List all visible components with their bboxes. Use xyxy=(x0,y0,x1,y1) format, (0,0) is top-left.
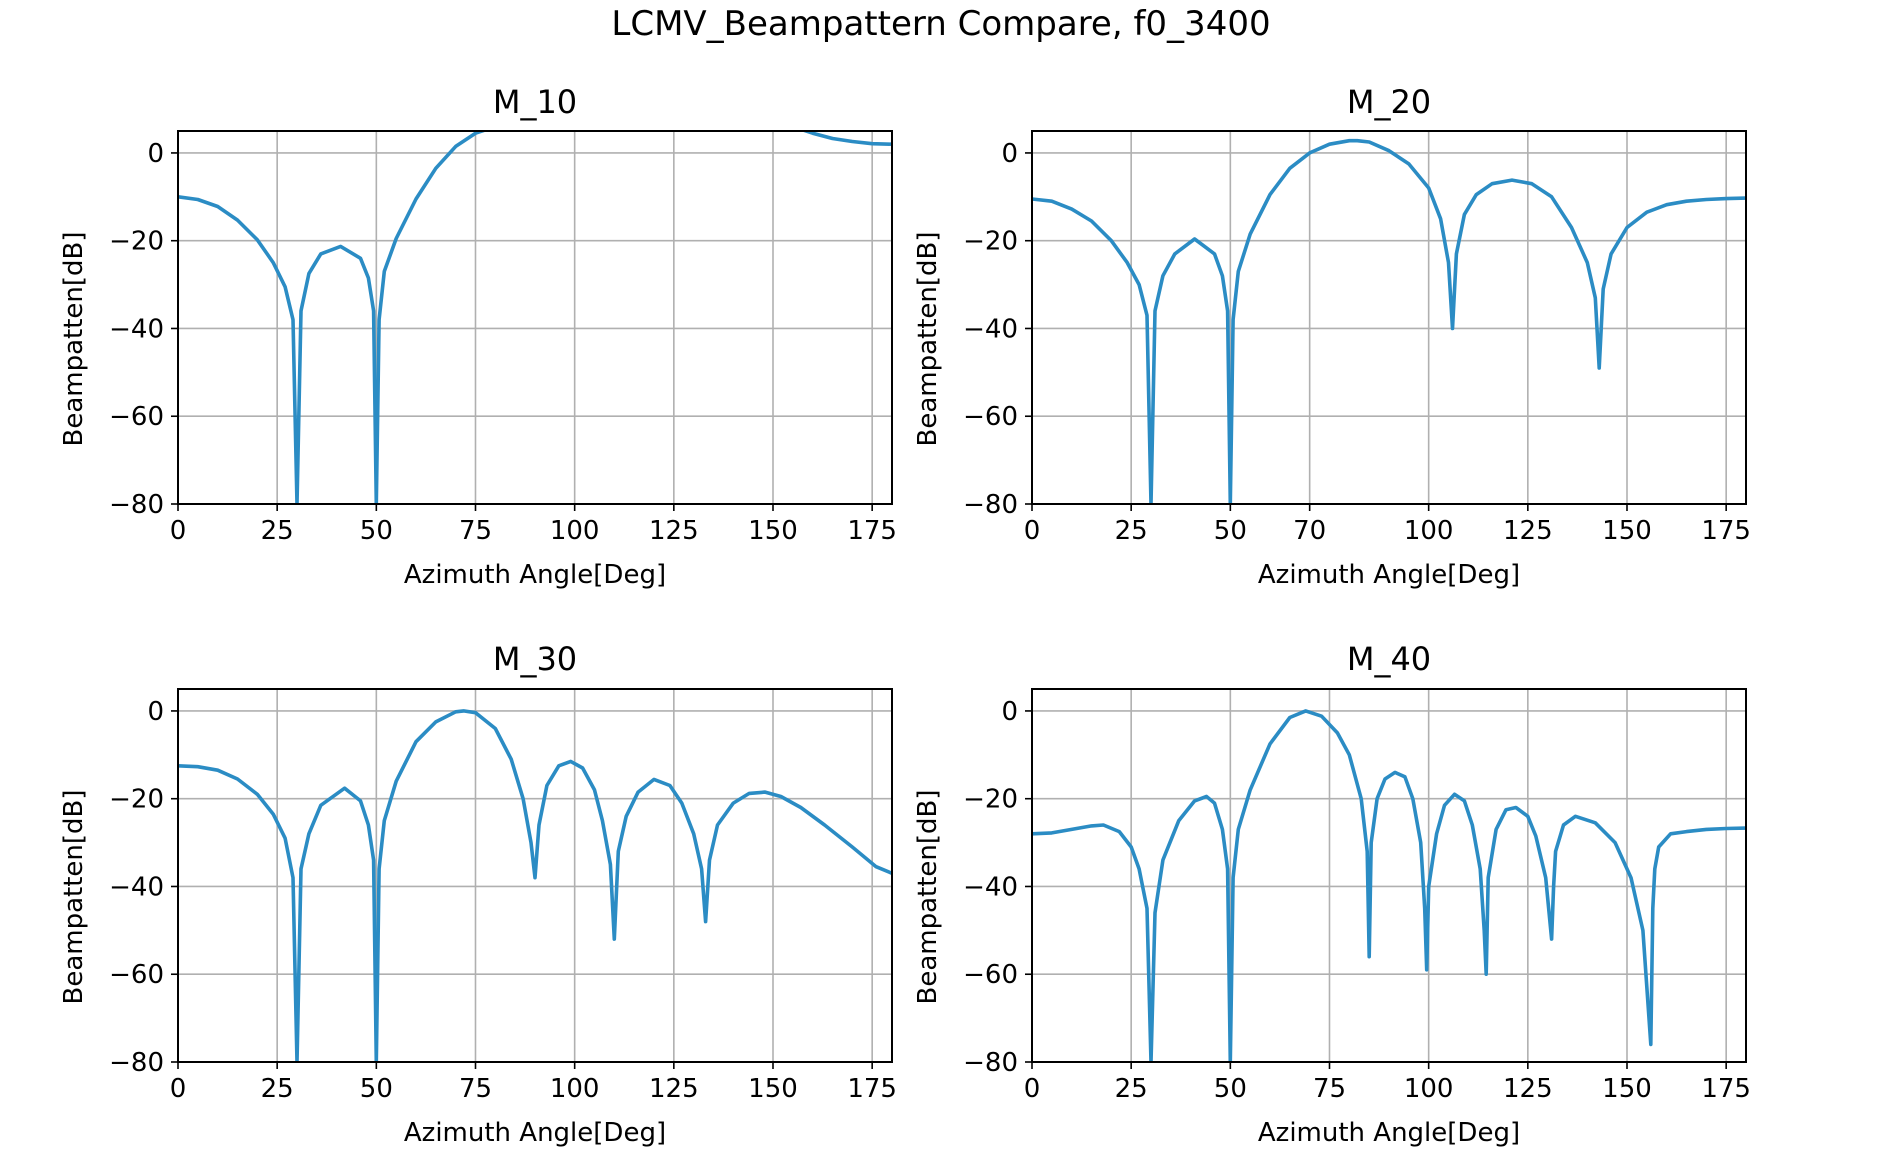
x-tick-label: 75 xyxy=(459,516,492,546)
y-axis-label: Beampatten[dB] xyxy=(59,231,89,446)
x-tick-label: 70 xyxy=(1293,516,1326,546)
x-tick-label: 25 xyxy=(1115,1074,1148,1104)
axes-frame xyxy=(1031,688,1747,1063)
y-tick-label: 0 xyxy=(147,139,164,169)
x-tick-label: 125 xyxy=(649,516,699,546)
y-tick-label: −80 xyxy=(963,490,1018,520)
subplot-m30: M_30 Azimuth Angle[Deg] Beampatten[dB] 0… xyxy=(59,640,897,1148)
x-tick-label: 0 xyxy=(1024,516,1041,546)
y-tick-label: 0 xyxy=(1001,697,1018,727)
x-tick-label: 75 xyxy=(1313,1074,1346,1104)
x-tick-label: 50 xyxy=(360,1074,393,1104)
x-tick-label: 50 xyxy=(1214,1074,1247,1104)
axes-frame xyxy=(1031,130,1747,505)
y-tick-label: −60 xyxy=(963,960,1018,990)
x-tick-label: 175 xyxy=(1701,1074,1751,1104)
subplot-title: M_30 xyxy=(493,640,577,678)
y-tick-label: −20 xyxy=(963,227,1018,257)
x-tick-label: 25 xyxy=(1115,516,1148,546)
axes-frame xyxy=(177,688,893,1063)
x-tick-label: 150 xyxy=(1602,1074,1652,1104)
x-axis-label: Azimuth Angle[Deg] xyxy=(1258,560,1520,590)
y-tick-label: −60 xyxy=(109,402,164,432)
subplot-title: M_20 xyxy=(1347,83,1431,121)
x-axis-label: Azimuth Angle[Deg] xyxy=(404,560,666,590)
y-tick-label: 0 xyxy=(1001,139,1018,169)
x-tick-label: 150 xyxy=(748,516,798,546)
x-tick-label: 100 xyxy=(550,1074,600,1104)
x-tick-label: 75 xyxy=(459,1074,492,1104)
x-tick-label: 50 xyxy=(360,516,393,546)
y-tick-label: −40 xyxy=(963,314,1018,344)
figure-title: LCMV_Beampattern Compare, f0_3400 xyxy=(611,4,1270,44)
x-tick-label: 150 xyxy=(1602,516,1652,546)
x-tick-label: 175 xyxy=(1701,516,1751,546)
x-tick-label: 0 xyxy=(170,1074,187,1104)
y-tick-label: −40 xyxy=(109,872,164,902)
y-tick-label: −60 xyxy=(963,402,1018,432)
y-tick-label: −80 xyxy=(963,1048,1018,1078)
y-axis-label: Beampatten[dB] xyxy=(59,789,89,1004)
subplot-m20: M_20 Azimuth Angle[Deg] Beampatten[dB] 0… xyxy=(913,83,1751,590)
x-tick-label: 0 xyxy=(170,516,187,546)
y-tick-label: −80 xyxy=(109,490,164,520)
y-tick-label: −40 xyxy=(109,314,164,344)
x-tick-label: 125 xyxy=(1503,1074,1553,1104)
x-tick-label: 175 xyxy=(847,516,897,546)
x-tick-label: 100 xyxy=(550,516,600,546)
x-tick-label: 0 xyxy=(1024,1074,1041,1104)
y-tick-label: 0 xyxy=(147,697,164,727)
y-tick-label: −80 xyxy=(109,1048,164,1078)
y-tick-label: −20 xyxy=(109,227,164,257)
x-tick-label: 25 xyxy=(261,516,294,546)
x-tick-label: 50 xyxy=(1214,516,1247,546)
beampattern-line xyxy=(178,709,892,1062)
subplot-m10: M_10 Azimuth Angle[Deg] Beampatten[dB] 0… xyxy=(59,83,897,590)
y-axis-label: Beampatten[dB] xyxy=(913,789,943,1004)
beampattern-line xyxy=(1032,709,1746,1062)
y-axis-label: Beampatten[dB] xyxy=(913,231,943,446)
x-tick-label: 125 xyxy=(1503,516,1553,546)
axes-frame xyxy=(177,130,893,505)
x-tick-label: 125 xyxy=(649,1074,699,1104)
x-tick-label: 25 xyxy=(261,1074,294,1104)
x-axis-label: Azimuth Angle[Deg] xyxy=(404,1118,666,1148)
beampattern-line xyxy=(178,131,892,504)
y-tick-label: −40 xyxy=(963,872,1018,902)
beampattern-line xyxy=(1032,138,1746,504)
subplot-m40: M_40 Azimuth Angle[Deg] Beampatten[dB] 0… xyxy=(913,640,1751,1148)
subplot-title: M_40 xyxy=(1347,640,1431,678)
y-tick-label: −20 xyxy=(963,785,1018,815)
x-tick-label: 100 xyxy=(1404,1074,1454,1104)
y-tick-label: −20 xyxy=(109,785,164,815)
x-tick-label: 175 xyxy=(847,1074,897,1104)
subplot-title: M_10 xyxy=(493,83,577,121)
x-axis-label: Azimuth Angle[Deg] xyxy=(1258,1118,1520,1148)
x-tick-label: 100 xyxy=(1404,516,1454,546)
x-tick-label: 150 xyxy=(748,1074,798,1104)
y-tick-label: −60 xyxy=(109,960,164,990)
